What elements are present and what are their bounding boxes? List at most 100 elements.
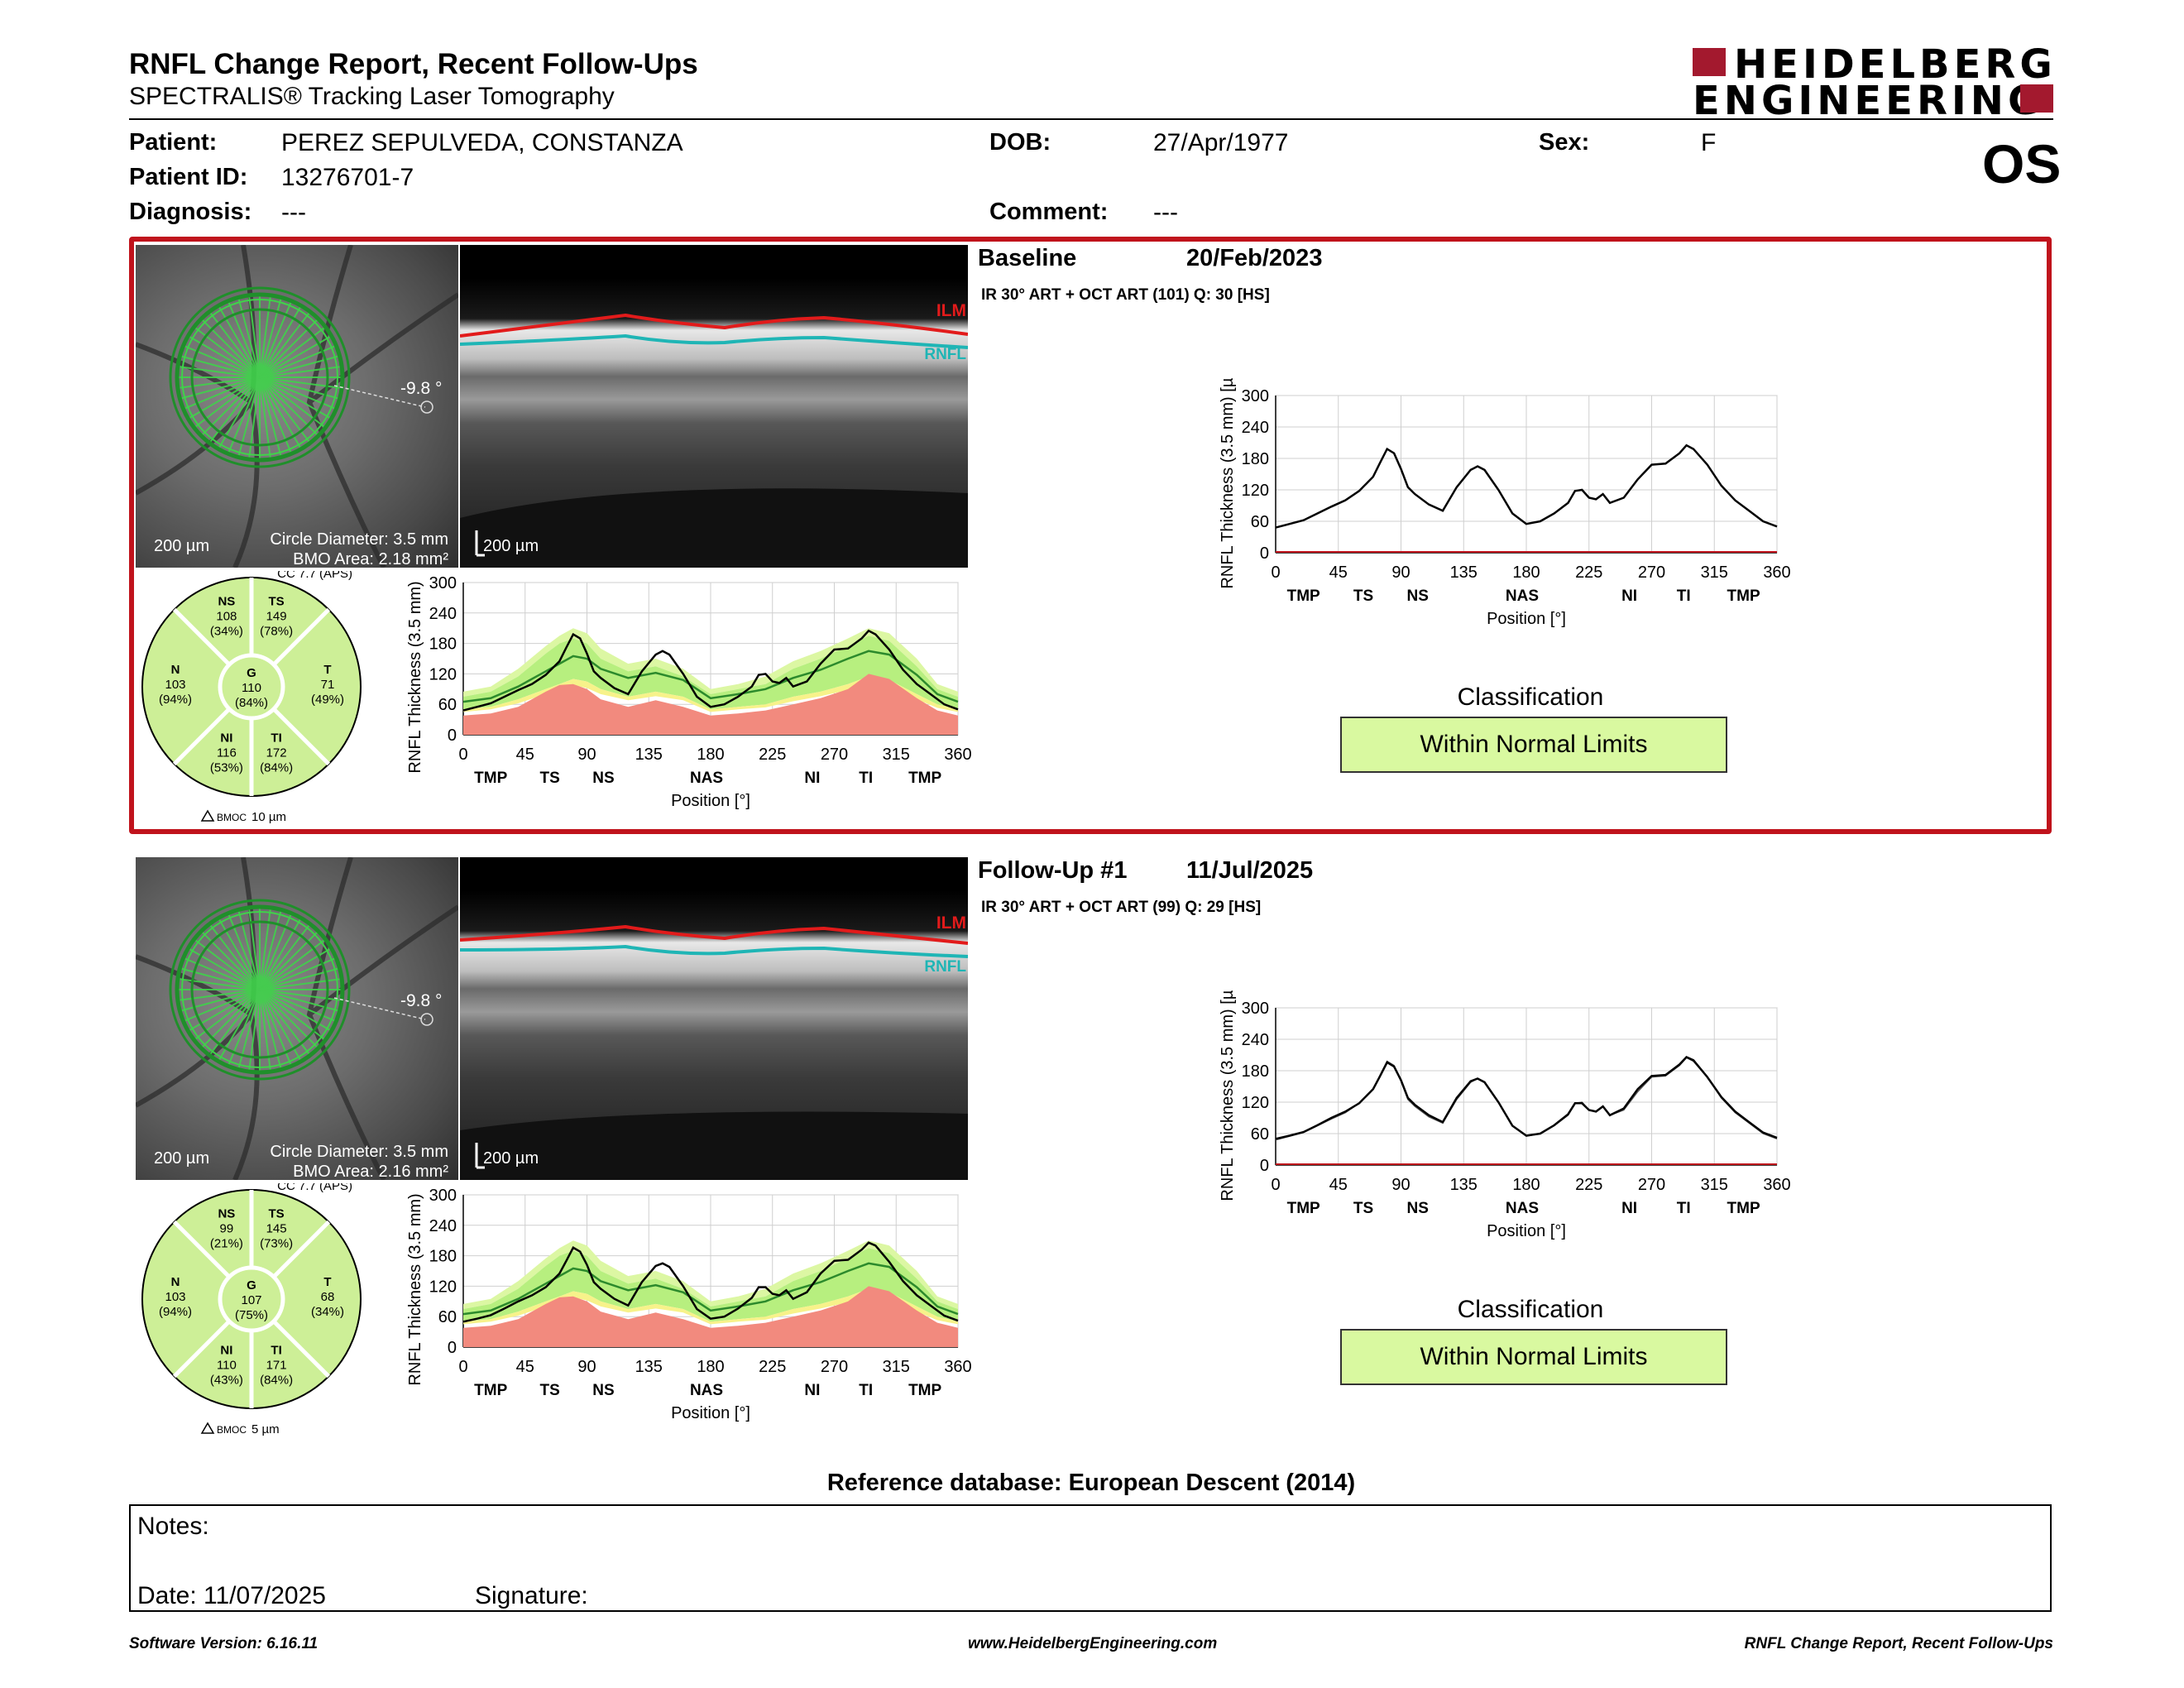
sector-divider	[273, 708, 331, 766]
exam-date: 20/Feb/2023	[1186, 245, 1323, 271]
sector-value: 68	[321, 1290, 335, 1304]
x-tick-label: 135	[635, 1358, 663, 1376]
normative-chart-drawing: 0 45 90 135 180 225 270 315 360 0 60 120 180 240 300 TM…	[406, 1156, 972, 1422]
x-tick-label: 90	[1391, 1176, 1410, 1194]
exam-title: Baseline	[978, 245, 1077, 271]
rnfl-label: RNFL	[924, 346, 966, 363]
sector-label: TS	[269, 594, 285, 608]
x-tick-label: 90	[577, 746, 596, 764]
circle-diameter-label: Circle Diameter: 3.5 mm	[270, 1143, 448, 1161]
sector-axis-label: TMP	[1727, 1200, 1760, 1217]
y-tick-label: 120	[429, 1278, 457, 1296]
sector-axis-label: NS	[592, 1382, 614, 1399]
baseline-panel	[129, 237, 2052, 834]
sector-value: 71	[321, 678, 335, 692]
sector-label: N	[171, 663, 180, 677]
fundus-image: -9.8 ° 200 µm Circle Diameter: 3.5 mm BM…	[136, 245, 458, 568]
x-tick-label: 315	[883, 746, 910, 764]
y-tick-label: 120	[429, 665, 457, 683]
ilm-label: ILM	[936, 914, 966, 933]
sector-value: 110	[242, 681, 261, 695]
x-tick-label: 0	[458, 1358, 467, 1376]
sector-percent: (34%)	[311, 1305, 344, 1319]
normal-band-upper	[463, 628, 958, 697]
sex-value: F	[1701, 129, 1717, 156]
x-tick-label: 0	[1271, 1176, 1280, 1194]
x-tick-label: 90	[1391, 563, 1410, 582]
sector-axis-label: NS	[1406, 1200, 1428, 1217]
sector-label: TS	[269, 1206, 285, 1220]
sector-value: 116	[217, 746, 237, 760]
x-tick-label: 45	[516, 746, 534, 764]
y-tick-label: 0	[1260, 1157, 1269, 1175]
y-tick-label: 120	[1242, 1094, 1269, 1112]
sector-global	[218, 1265, 285, 1333]
rnfl-profile-line	[462, 1241, 959, 1323]
notes-box[interactable]: Notes: Date: 11/07/2025 Signature:	[129, 1504, 2052, 1612]
sector-axis-label: NAS	[690, 1382, 723, 1399]
x-tick-label: 180	[697, 1358, 724, 1376]
y-tick-label: 0	[1260, 544, 1269, 563]
x-tick-label: 360	[1763, 1176, 1790, 1194]
sector-label: NS	[218, 1206, 235, 1220]
footer-report-name: RNFL Change Report, Recent Follow-Ups	[1744, 1635, 2053, 1652]
sector-value: 103	[165, 678, 185, 692]
y-tick-label: 0	[448, 727, 457, 745]
fundus-scale-label: 200 µm	[154, 537, 209, 555]
sector-label: NS	[218, 594, 235, 608]
sector-value: 99	[220, 1221, 234, 1235]
sector-divider	[172, 708, 230, 766]
y-tick-label: 120	[1242, 482, 1269, 500]
sector-value: 110	[217, 1359, 237, 1373]
oct-bscan: ILM RNFL 200 µm	[460, 245, 968, 568]
x-tick-label: 270	[821, 746, 848, 764]
sector-divider	[172, 1321, 230, 1379]
x-tick-label: 90	[577, 1358, 596, 1376]
cc-label: CC 7.7 (APS)	[277, 1183, 352, 1193]
x-tick-label: 135	[1450, 563, 1478, 582]
sector-axis-label: TMP	[474, 1382, 507, 1399]
website-link[interactable]: www.HeidelbergEngineering.com	[968, 1635, 1218, 1652]
exam-date: 11/Jul/2025	[1186, 857, 1314, 884]
sector-axis-label: NAS	[1506, 1200, 1539, 1217]
x-tick-label: 315	[1701, 563, 1728, 582]
bmoc-label: BMOC	[217, 812, 247, 823]
sector-axis-label: NI	[1621, 587, 1637, 605]
x-tick-label: 225	[759, 1358, 786, 1376]
bmoc-label: BMOC	[217, 1424, 247, 1436]
sector-percent: (84%)	[260, 1374, 293, 1388]
sector-diagram-drawing: NS108(34%)TS149(78%)N103(94%)T71(49%)NI1…	[141, 567, 362, 824]
sector-axis-label: TI	[1677, 1200, 1691, 1217]
dob-label: DOB:	[989, 129, 1051, 156]
sector-axis-label: NAS	[1506, 587, 1539, 605]
y-tick-label: 300	[429, 576, 457, 592]
sector-label: TI	[271, 1344, 281, 1358]
x-tick-label: 45	[1329, 1176, 1348, 1194]
angle-label: -9.8 °	[400, 379, 442, 398]
sector-global	[218, 653, 285, 721]
angle-label: -9.8 °	[400, 991, 442, 1010]
sector-percent: (78%)	[260, 624, 293, 638]
x-tick-label: 180	[697, 746, 724, 764]
sector-axis-label: NI	[804, 1382, 820, 1399]
sector-axis-label: NI	[804, 770, 820, 787]
oct-bscan-drawing: ILM RNFL 200 µm	[460, 890, 968, 1180]
x-tick-label: 0	[1271, 563, 1280, 582]
delta-icon	[200, 809, 215, 822]
sector-percent: (53%)	[210, 761, 243, 775]
sector-label: G	[247, 1278, 256, 1292]
x-tick-label: 315	[1701, 1176, 1728, 1194]
sector-percent: (94%)	[159, 693, 192, 707]
sector-axis-label: TMP	[908, 1382, 941, 1399]
x-tick-label: 0	[458, 746, 467, 764]
x-tick-label: 135	[1450, 1176, 1478, 1194]
normative-chart: 0 45 90 135 180 225 270 315 360 0 60 120 180 240 300 TM…	[384, 1156, 979, 1445]
report-title: RNFL Change Report, Recent Follow-Ups	[129, 48, 698, 80]
bmoc-value: 5 µm	[251, 1422, 280, 1436]
baseline-profile-line	[1275, 444, 1778, 529]
software-version: Software Version: 6.16.11	[129, 1635, 318, 1652]
y-tick-label: 180	[429, 635, 457, 654]
bmo-area-label: BMO Area: 2.16 mm²	[293, 1163, 448, 1180]
x-axis-label: Position [°]	[1487, 610, 1566, 628]
circle-diameter-label: Circle Diameter: 3.5 mm	[270, 530, 448, 549]
